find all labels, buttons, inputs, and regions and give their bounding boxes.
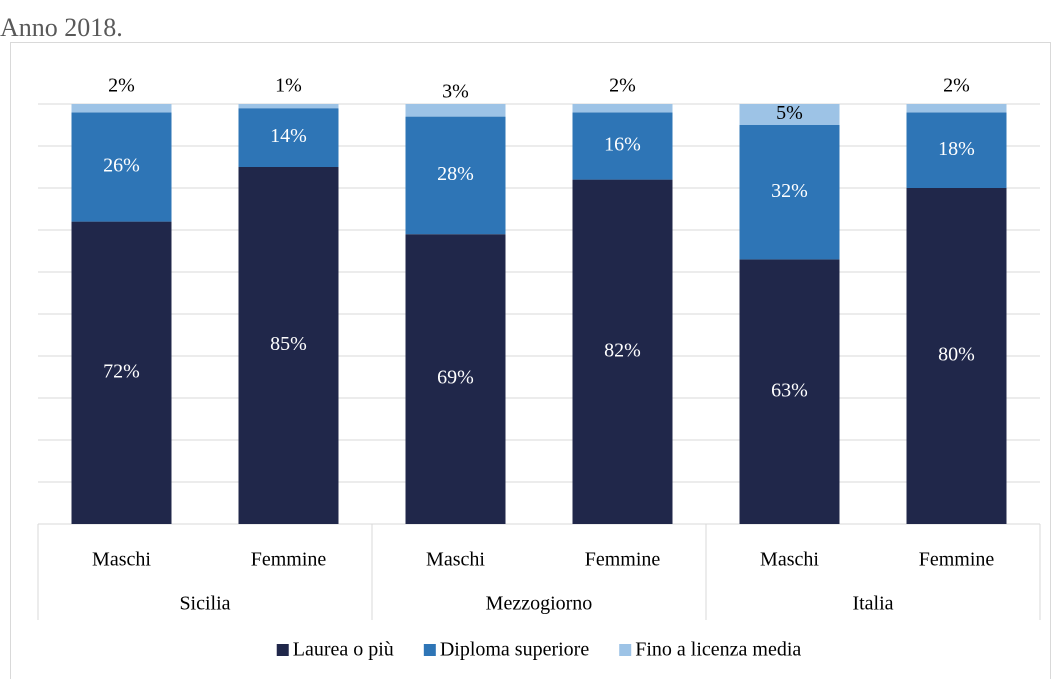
data-label: 28% xyxy=(437,163,474,185)
bar-segment xyxy=(906,112,1007,188)
legend-marker xyxy=(276,644,289,656)
bar-segment xyxy=(71,104,172,113)
bar-segment xyxy=(405,234,506,524)
bar-segment xyxy=(71,221,172,524)
group-label: Italia xyxy=(852,593,893,615)
legend-label: Diploma superiore xyxy=(440,639,590,661)
bar-segment xyxy=(572,112,673,180)
group-label: Sicilia xyxy=(179,593,230,615)
bar-segment xyxy=(405,116,506,235)
chart-title: Anno 2018. xyxy=(0,13,123,42)
data-label: 2% xyxy=(609,75,636,97)
data-label: 32% xyxy=(771,180,808,202)
bar-segment xyxy=(739,125,840,260)
bar-segment xyxy=(405,104,506,117)
bar-segment xyxy=(739,259,840,524)
data-label: 2% xyxy=(943,75,970,97)
bar-segment xyxy=(238,108,339,167)
bar-segment xyxy=(906,104,1007,113)
bar-segment xyxy=(572,104,673,113)
data-label: 80% xyxy=(938,344,975,366)
data-label: 3% xyxy=(442,81,469,103)
legend-label: Fino a licenza media xyxy=(635,639,801,661)
data-label: 2% xyxy=(108,75,135,97)
legend-label: Laurea o più xyxy=(293,639,394,661)
group-label: Mezzogiorno xyxy=(486,593,593,615)
data-label: 26% xyxy=(103,155,140,177)
data-label: 5% xyxy=(776,102,803,124)
data-label: 18% xyxy=(938,138,975,160)
data-label: 72% xyxy=(103,360,140,382)
x-tick-label: Femmine xyxy=(585,549,661,571)
data-label: 82% xyxy=(604,339,641,361)
legend-marker xyxy=(619,644,632,656)
data-label: 1% xyxy=(275,75,302,97)
x-tick-label: Maschi xyxy=(760,549,819,571)
data-label: 63% xyxy=(771,379,808,401)
bar-segment xyxy=(572,179,673,524)
data-label: 69% xyxy=(437,367,474,389)
data-label: 14% xyxy=(270,125,307,147)
bar-segment xyxy=(739,104,840,125)
chart-frame xyxy=(10,42,1051,679)
x-tick-label: Maschi xyxy=(426,549,485,571)
bar-segment xyxy=(238,104,339,109)
data-label: 85% xyxy=(270,333,307,355)
x-tick-label: Femmine xyxy=(251,549,327,571)
data-label: 16% xyxy=(604,134,641,156)
bar-segment xyxy=(238,167,339,524)
x-tick-label: Femmine xyxy=(919,549,995,571)
legend-marker xyxy=(423,644,436,656)
bar-segment xyxy=(71,112,172,222)
x-tick-label: Maschi xyxy=(92,549,151,571)
bar-segment xyxy=(906,188,1007,524)
